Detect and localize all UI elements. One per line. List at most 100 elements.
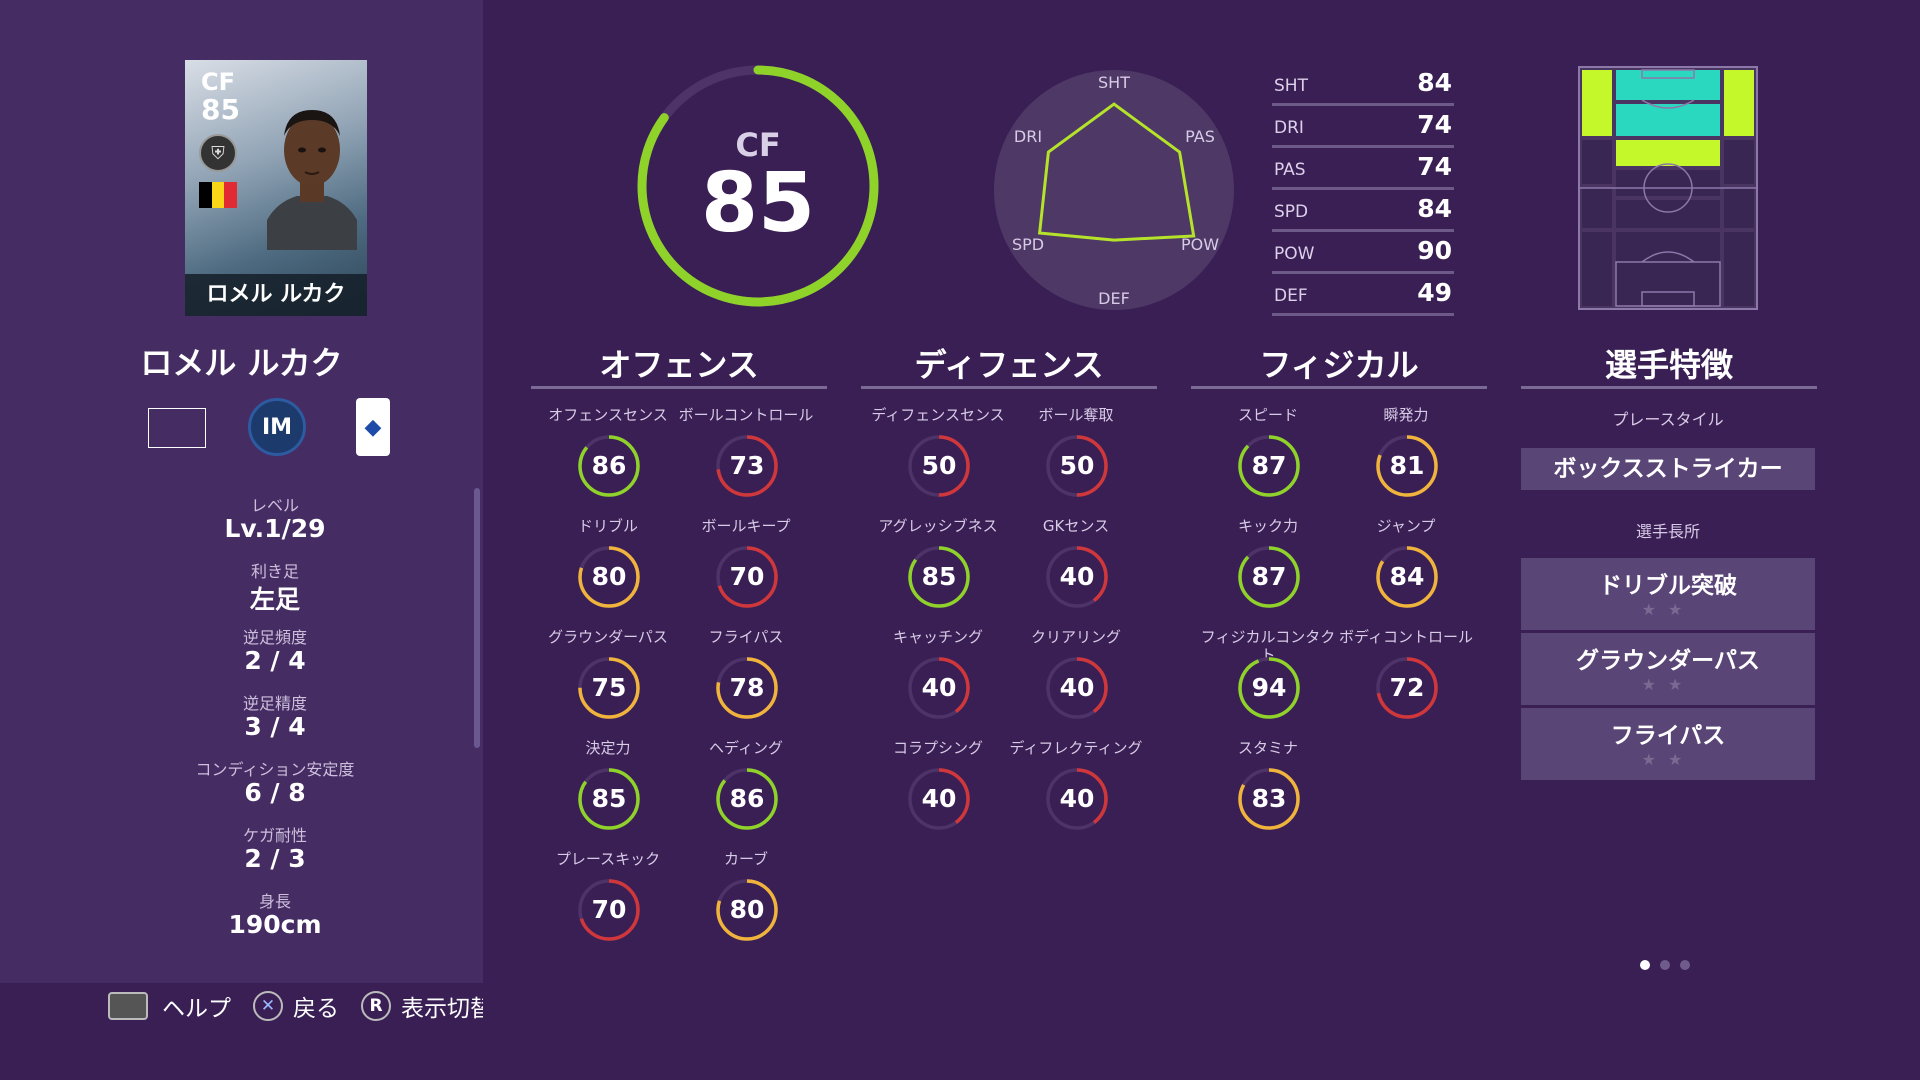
summary-stat-value: 49 bbox=[1417, 278, 1452, 307]
stat-value: 40 bbox=[1059, 784, 1095, 813]
stat-ring-fill bbox=[908, 546, 970, 608]
stat-label: コラプシング bbox=[892, 739, 983, 757]
traits-title: 選手特徴 bbox=[1604, 346, 1733, 384]
card-player-name: ロメル ルカク bbox=[185, 274, 367, 316]
stat-physical: フィジカルコンタクト 94 bbox=[1198, 628, 1338, 738]
overall-rating-value: 85 bbox=[700, 156, 816, 251]
stat-label: ディフェンスセンス bbox=[871, 406, 1005, 424]
summary-stat-label: POW bbox=[1274, 244, 1315, 264]
overall-rating-arc bbox=[637, 65, 879, 307]
stat-label: カーブ bbox=[723, 850, 769, 868]
stat-ring bbox=[1238, 657, 1300, 719]
summary-stat-label: DEF bbox=[1274, 286, 1308, 306]
stat-ring-fill bbox=[908, 435, 970, 497]
stat-ring-fill bbox=[1046, 435, 1108, 497]
card-club-badge-icon: ⛨ bbox=[199, 134, 237, 172]
stat-value: 70 bbox=[729, 562, 765, 591]
strength-name: グラウンダーパス bbox=[1576, 648, 1760, 674]
stat-ring bbox=[1376, 435, 1438, 497]
page-dot[interactable] bbox=[1680, 960, 1690, 970]
summary-stat-value: 90 bbox=[1417, 236, 1452, 265]
offense-divider bbox=[531, 386, 827, 389]
stat-physical: ボディコントロール 72 bbox=[1336, 628, 1476, 738]
stat-label: ボール奪取 bbox=[1038, 406, 1114, 424]
stat-ring bbox=[578, 657, 640, 719]
playstyle-box: ボックスストライカー bbox=[1521, 448, 1815, 490]
defense-title: ディフェンス bbox=[914, 346, 1104, 384]
info-value: Lv.1/29 bbox=[224, 514, 326, 543]
strengths-label: 選手長所 bbox=[1635, 522, 1700, 541]
info-value: 左足 bbox=[249, 585, 300, 614]
summary-stat-value: 74 bbox=[1417, 110, 1452, 139]
stat-label: ディフレクティング bbox=[1009, 739, 1143, 757]
stat-ring-fill bbox=[716, 768, 778, 830]
playstyle-label: プレースタイル bbox=[1612, 410, 1724, 429]
stat-label: スタミナ bbox=[1237, 739, 1298, 757]
stat-ring-fill bbox=[908, 768, 970, 830]
radar-label-pas: PAS bbox=[1185, 127, 1215, 146]
stat-label: ジャンプ bbox=[1376, 517, 1436, 535]
stat-defense: コラプシング 40 bbox=[868, 739, 1008, 849]
summary-stat-row: SHT 84 bbox=[1272, 64, 1454, 106]
league-logo-icon: ◆ bbox=[356, 398, 390, 456]
pitch-zone-rw bbox=[1724, 70, 1754, 136]
back-button[interactable]: ✕ 戻る bbox=[253, 989, 339, 1023]
summary-stat-label: SPD bbox=[1274, 202, 1309, 222]
radar-label-spd: SPD bbox=[1012, 235, 1044, 254]
stat-offense: 決定力 85 bbox=[538, 739, 678, 849]
player-name: ロメル ルカク bbox=[140, 344, 343, 382]
strength-name: ドリブル突破 bbox=[1599, 573, 1737, 599]
toggle-view-button[interactable]: R 表示切替 bbox=[361, 989, 493, 1023]
stat-offense: ヘディング 86 bbox=[676, 739, 816, 849]
stat-ring-fill bbox=[716, 435, 778, 497]
toggle-view-label: 表示切替 bbox=[401, 996, 493, 1022]
position-map bbox=[1578, 66, 1758, 310]
pitch-zone-cf bbox=[1616, 70, 1720, 100]
stat-value: 70 bbox=[591, 895, 627, 924]
summary-stats-list: SHT 84 DRI 74 PAS 74 SPD 84 POW 90 DEF 49 bbox=[1272, 64, 1454, 316]
stat-value: 87 bbox=[1251, 451, 1287, 480]
stat-ring bbox=[716, 768, 778, 830]
stat-ring bbox=[1376, 657, 1438, 719]
stat-offense: ドリブル 80 bbox=[538, 517, 678, 627]
strength-stars-icon: ★★ bbox=[1641, 675, 1695, 694]
footer-button-bar: ヘルプ ✕ 戻る R 表示切替 bbox=[108, 988, 515, 1024]
help-button[interactable]: ヘルプ bbox=[108, 989, 231, 1023]
info-label: 身長 bbox=[258, 892, 291, 911]
card-position: CF bbox=[201, 68, 236, 96]
page-dot[interactable] bbox=[1660, 960, 1670, 970]
stat-label: ボールコントロール bbox=[678, 406, 814, 424]
info-value: 2 / 3 bbox=[244, 844, 306, 873]
info-label: レベル bbox=[250, 496, 299, 515]
page-indicator bbox=[1640, 960, 1690, 970]
stat-ring-fill bbox=[578, 657, 640, 719]
card-belgium-flag-icon bbox=[199, 182, 238, 208]
summary-stat-value: 84 bbox=[1417, 68, 1452, 97]
stat-ring-fill bbox=[578, 435, 640, 497]
stat-value: 40 bbox=[921, 784, 957, 813]
stat-ring-fill bbox=[1376, 657, 1438, 719]
stat-offense: オフェンスセンス 86 bbox=[538, 406, 678, 516]
stat-value: 85 bbox=[591, 784, 627, 813]
stat-offense: フライパス 78 bbox=[676, 628, 816, 738]
summary-stat-row: POW 90 bbox=[1272, 232, 1454, 274]
stat-ring bbox=[1238, 546, 1300, 608]
stat-physical: スピード 87 bbox=[1198, 406, 1338, 516]
stat-ring bbox=[578, 879, 640, 941]
stat-ring-fill bbox=[716, 657, 778, 719]
info-label: 逆足頻度 bbox=[242, 628, 307, 647]
stat-ring bbox=[1376, 546, 1438, 608]
strength-name: フライパス bbox=[1610, 723, 1726, 749]
attribute-radar-chart: SHT PAS POW DEF SPD DRI bbox=[994, 70, 1234, 310]
stat-ring bbox=[908, 435, 970, 497]
stat-label: ボディコントロール bbox=[1339, 628, 1473, 646]
page-dot[interactable] bbox=[1640, 960, 1650, 970]
stat-physical: キック力 87 bbox=[1198, 517, 1338, 627]
profile-scrollbar[interactable] bbox=[474, 488, 480, 748]
back-label: 戻る bbox=[293, 996, 339, 1022]
stat-ring bbox=[1046, 768, 1108, 830]
radar-label-sht: SHT bbox=[1098, 73, 1130, 92]
stat-ring bbox=[1238, 768, 1300, 830]
strength-stars-icon: ★★ bbox=[1641, 600, 1695, 619]
offense-title: オフェンス bbox=[599, 346, 759, 384]
